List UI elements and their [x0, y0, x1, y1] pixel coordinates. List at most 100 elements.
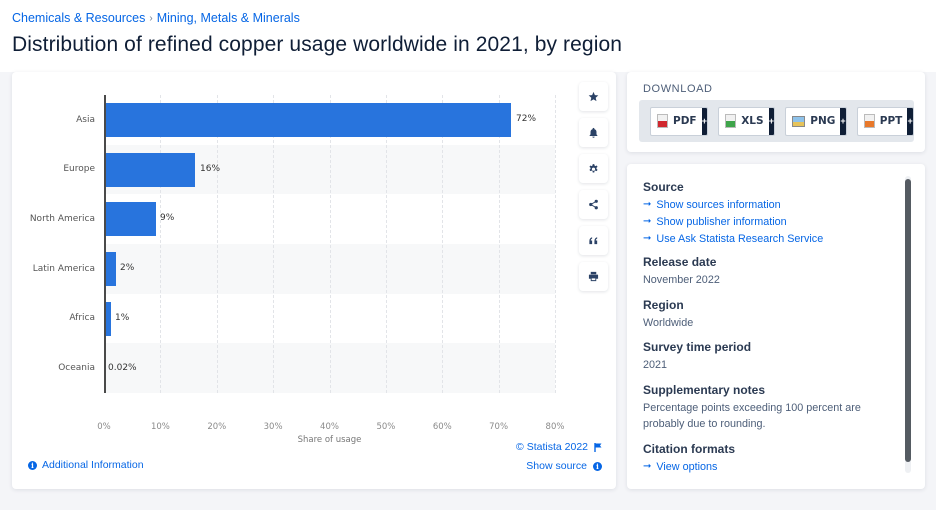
breadcrumb-link-mining[interactable]: Mining, Metals & Minerals	[156, 11, 300, 25]
x-tick-label: 80%	[545, 422, 565, 432]
bar-europe[interactable]	[105, 152, 196, 187]
link-text: Show sources information	[656, 199, 781, 211]
plus-icon[interactable]: +	[701, 107, 708, 135]
source-heading: Source	[643, 180, 684, 194]
favorite-button[interactable]	[579, 82, 608, 111]
bar-value-label: 0.02%	[108, 363, 137, 373]
breadcrumb-separator: ›	[149, 12, 153, 24]
gridline	[442, 95, 444, 393]
info-icon: i	[28, 460, 37, 470]
notification-button[interactable]	[579, 118, 608, 147]
gridline	[216, 95, 218, 393]
gridline	[498, 95, 500, 393]
statista-copyright[interactable]: © Statista 2022	[516, 441, 602, 453]
bar-north-america[interactable]	[105, 202, 156, 237]
printer-icon	[588, 271, 599, 282]
show-source-link[interactable]: Show source i	[526, 460, 602, 472]
y-axis-line	[104, 95, 106, 393]
additional-information-link[interactable]: i Additional Information	[28, 459, 144, 471]
download-card: DOWNLOAD PDF + XLS + PNG +	[627, 72, 925, 152]
link-text: Use Ask Statista Research Service	[656, 232, 824, 245]
category-label: Africa	[69, 313, 95, 323]
download-buttons: PDF + XLS + PNG + PPT +	[639, 100, 914, 142]
category-label: Latin America	[32, 264, 95, 274]
download-ppt-button[interactable]: PPT +	[856, 106, 914, 136]
star-icon	[588, 91, 599, 102]
survey-period-value: 2021	[643, 359, 668, 372]
page-header: Chemicals & Resources › Mining, Metals &…	[0, 0, 936, 72]
x-tick-label: 0%	[97, 422, 111, 432]
release-date-value: November 2022	[643, 274, 720, 287]
download-pdf-label: PDF	[673, 115, 697, 127]
share-button[interactable]	[579, 190, 608, 219]
bar-value-label: 72%	[516, 114, 537, 124]
x-tick-label: 50%	[376, 422, 396, 432]
category-label: Europe	[63, 164, 95, 174]
survey-period-heading: Survey time period	[643, 340, 752, 355]
pdf-file-icon	[657, 114, 668, 128]
x-tick-label: 20%	[207, 422, 227, 432]
plus-icon[interactable]: +	[840, 107, 846, 135]
x-tick-label: 10%	[150, 422, 170, 432]
ppt-file-icon	[863, 114, 875, 128]
scrollbar-thumb[interactable]	[905, 179, 911, 462]
region-value: Worldwide	[643, 316, 694, 329]
download-png-label: PNG	[810, 115, 836, 127]
bar-africa[interactable]	[105, 301, 111, 336]
print-button[interactable]	[579, 262, 608, 291]
x-tick-label: 30%	[263, 422, 283, 432]
link-text: Show publisher information	[656, 215, 787, 228]
region-heading: Region	[643, 297, 684, 312]
arrow-right-icon: ➞	[643, 232, 652, 244]
bell-icon	[589, 127, 598, 138]
gear-icon	[589, 164, 598, 173]
supplementary-notes-value: Percentage points exceeding 100 percent …	[643, 401, 861, 431]
additional-information-text: Additional Information	[42, 459, 144, 471]
category-label: Asia	[76, 115, 95, 125]
gridline	[160, 95, 162, 393]
download-title: DOWNLOAD	[643, 83, 713, 95]
statistic-details-card: Source ➞ Show sources information ➞ Show p…	[627, 164, 925, 489]
arrow-right-icon: ➞	[643, 460, 652, 472]
x-axis-title: Share of usage	[297, 435, 362, 445]
cite-button[interactable]	[579, 226, 608, 255]
copyright-text: © Statista 2022	[516, 441, 588, 453]
download-png-button[interactable]: PNG +	[785, 106, 847, 136]
release-date-heading: Release date	[643, 255, 717, 270]
x-tick-label: 70%	[489, 422, 509, 432]
xls-file-icon	[725, 114, 737, 128]
plus-icon[interactable]: +	[907, 107, 913, 135]
breadcrumb: Chemicals & Resources › Mining, Metals &…	[12, 11, 300, 25]
citation-formats-heading: Citation formats	[643, 441, 736, 456]
info-icon: i	[593, 461, 602, 471]
show-sources-link[interactable]: ➞ Show sources information	[643, 197, 893, 214]
download-xls-label: XLS	[741, 115, 764, 127]
link-text: View options	[656, 460, 718, 473]
gridline	[273, 95, 275, 393]
category-label: North America	[29, 214, 95, 224]
download-ppt-label: PPT	[879, 115, 903, 127]
gridline	[385, 95, 387, 393]
chart-plot-area: 72% 16% 9% 2% 1% 0.02% 0% 10% 20% 30% 40…	[97, 95, 564, 445]
quote-icon	[589, 237, 598, 245]
view-options-link[interactable]: ➞ View options	[643, 459, 893, 476]
download-pdf-button[interactable]: PDF +	[650, 106, 709, 136]
chart-toolbar	[579, 82, 608, 298]
ask-statista-link[interactable]: ➞ Use Ask Statista Research Service	[643, 231, 893, 248]
scrollbar[interactable]	[905, 176, 911, 473]
breadcrumb-link-chemicals[interactable]: Chemicals & Resources	[12, 11, 146, 25]
bar-value-label: 2%	[120, 263, 135, 273]
category-label: Oceania	[58, 363, 95, 373]
png-image-icon	[792, 115, 806, 127]
show-source-text: Show source	[526, 460, 587, 472]
bar-asia[interactable]	[105, 102, 511, 137]
download-xls-button[interactable]: XLS +	[718, 106, 776, 136]
show-publisher-link[interactable]: ➞ Show publisher information	[643, 214, 893, 231]
arrow-right-icon: ➞	[643, 199, 652, 210]
chart-card: 72% 16% 9% 2% 1% 0.02% 0% 10% 20% 30% 40…	[12, 72, 616, 489]
settings-button[interactable]	[579, 154, 608, 183]
bar-value-label: 9%	[160, 213, 175, 223]
plus-icon[interactable]: +	[768, 107, 775, 135]
bar-latin-america[interactable]	[105, 251, 117, 286]
supplementary-notes-heading: Supplementary notes	[643, 382, 766, 397]
